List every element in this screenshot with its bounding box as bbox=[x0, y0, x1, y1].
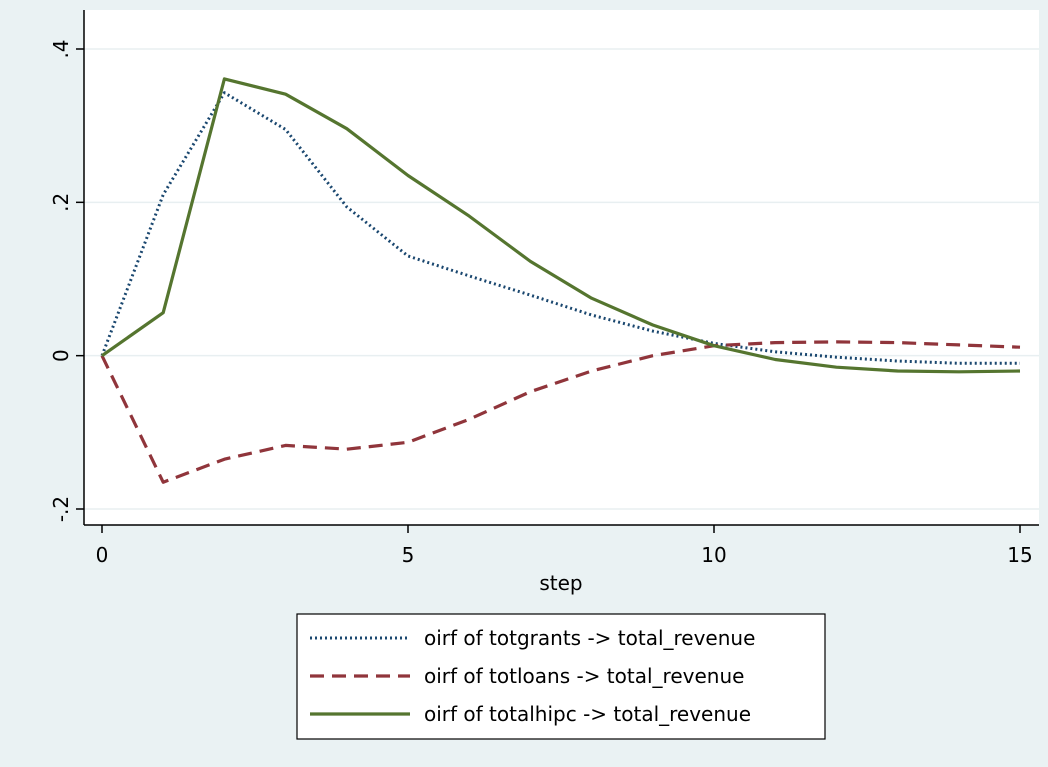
gridlines bbox=[84, 48, 1039, 510]
y-tick-label: .4 bbox=[49, 39, 73, 58]
series-line-solid bbox=[101, 77, 1021, 374]
axes bbox=[83, 10, 1039, 526]
series-line-dashed bbox=[100, 340, 1021, 484]
y-tick-label: -.2 bbox=[49, 496, 73, 522]
x-tick-label: 15 bbox=[1007, 543, 1032, 567]
legend-label: oirf of totloans -> total_revenue bbox=[424, 664, 744, 688]
y-tick-label: 0 bbox=[49, 349, 73, 362]
legend-label: oirf of totgrants -> total_revenue bbox=[424, 626, 755, 650]
x-tick-label: 0 bbox=[96, 543, 109, 567]
series-line-dotted bbox=[100, 91, 1020, 365]
x-tick-label: 10 bbox=[701, 543, 726, 567]
x-tick-label: 5 bbox=[402, 543, 415, 567]
plot-area bbox=[84, 10, 1039, 525]
y-ticks: -.2 0 .2 .4 bbox=[49, 39, 84, 522]
x-axis-title: step bbox=[539, 571, 582, 595]
y-tick-label: .2 bbox=[49, 193, 73, 212]
series-lines bbox=[100, 77, 1021, 484]
legend-label: oirf of totalhipc -> total_revenue bbox=[424, 702, 751, 726]
x-ticks: 0 5 10 15 bbox=[96, 525, 1033, 567]
